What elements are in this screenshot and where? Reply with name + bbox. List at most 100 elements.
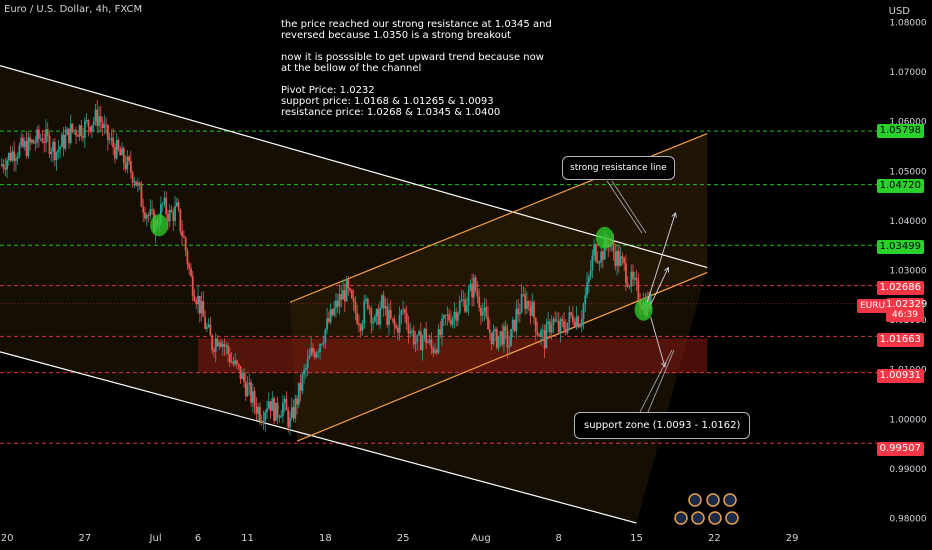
candle-body-178 [313,352,316,358]
resistance-callout-pointer [606,180,643,234]
candle-body-175 [308,355,311,359]
candle-body-339 [598,262,601,264]
candle-body-149 [262,421,265,424]
candle-body-321 [566,322,569,333]
candle-body-58 [101,122,104,128]
candle-body-259 [457,312,459,321]
candle-body-7 [11,151,14,161]
candle-body-83 [145,215,148,219]
candle-body-53 [92,121,95,126]
candle-body-295 [520,294,523,313]
candle-body-290 [511,319,514,330]
candle-body-85 [149,209,152,216]
candle-body-348 [614,251,617,266]
candle-body-150 [264,412,267,422]
currency-label: USD [888,6,910,17]
resistance-callout[interactable]: strong resistance line [562,156,675,180]
candle-body-197 [347,279,350,289]
candle-body-133 [234,360,237,365]
candle-body-246 [434,349,436,353]
candle-body-186 [327,318,330,323]
note-line-8: support price: 1.0168 & 1.01265 & 1.0093 [281,96,494,107]
candle-body-275 [485,307,488,317]
candle-body-119 [209,324,212,336]
candle-body-187 [329,309,332,323]
candle-body-276 [487,316,489,330]
candle-body-151 [266,408,268,413]
candle-body-101 [177,202,180,210]
candle-body-219 [386,306,389,325]
candle-body-93 [163,197,166,204]
candle-body-169 [297,382,300,405]
candle-body-13 [22,137,24,147]
candle-body-48 [83,120,86,138]
candle-body-189 [333,307,336,316]
candle-body-79 [138,182,141,186]
candle-body-15 [25,141,28,156]
candle-body-213 [375,309,378,317]
candle-body-307 [541,330,544,331]
candle-body-207 [365,298,367,301]
candle-body-206 [363,300,366,324]
candle-body-42 [73,130,76,131]
candle-body-242 [427,342,429,344]
y-tick-label: 1.05000 [889,167,926,177]
support-callout[interactable]: support zone (1.0093 - 1.0162) [574,412,751,439]
candle-body-331 [584,295,587,305]
candle-body-355 [626,283,629,287]
candle-body-337 [594,244,597,261]
economic-event-icon-2 [706,493,720,507]
note-line-7: Pivot Price: 1.0232 [281,85,375,96]
candle-body-43 [75,130,77,136]
economic-event-icon-1 [688,493,702,507]
projection-arrowhead-1 [671,212,677,218]
candle-body-220 [388,310,390,325]
candle-body-319 [563,321,565,329]
candle-body-67 [117,139,120,150]
candle-body-2 [2,164,5,168]
candle-body-162 [285,398,288,411]
economic-event-icon-5 [691,511,705,525]
candle-body-238 [419,331,422,351]
candle-body-190 [335,300,337,308]
candle-body-358 [632,271,634,280]
candle-body-228 [402,309,405,311]
candle-body-356 [628,286,631,287]
y-tick-label: 1.07000 [889,68,926,78]
candle-body-6 [9,152,12,161]
candle-body-225 [396,327,399,333]
candle-body-239 [421,337,424,351]
x-tick-label: Jul [149,533,162,544]
candle-body-52 [91,125,93,132]
candle-body-61 [106,125,109,140]
candle-body-124 [218,342,221,347]
candle-body-177 [312,347,314,353]
candle-body-128 [225,345,228,347]
candle-body-244 [430,339,433,349]
note-spacer [281,74,611,85]
candle-body-256 [451,317,454,325]
candle-body-139 [244,381,247,397]
y-tick-label: 0.98000 [889,515,926,525]
candle-body-350 [617,250,620,266]
candle-body-316 [557,320,560,333]
candle-body-226 [398,314,401,333]
candle-body-349 [616,250,618,266]
candle-body-33 [57,149,60,153]
candle-body-137 [241,372,244,380]
note-line-9: resistance price: 1.0268 & 1.0345 & 1.04… [281,107,501,118]
candle-body-257 [453,311,456,318]
chart-title: Euro / U.S. Dollar, 4h, FXCM [4,4,143,15]
candle-body-291 [513,319,516,331]
candle-body-325 [573,321,576,327]
candle-body-174 [306,358,309,368]
x-tick-label: 20 [1,533,14,544]
candle-body-109 [191,276,194,297]
candle-body-236 [416,334,419,342]
descending-channel-upper [0,65,708,269]
candle-body-303 [534,317,537,333]
candle-body-14 [23,141,26,147]
candle-body-86 [151,209,153,211]
candle-body-182 [320,344,323,345]
